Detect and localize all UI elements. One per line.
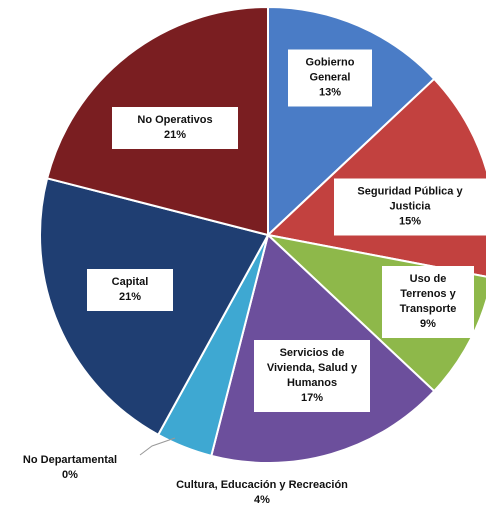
category-label: Uso de Terrenos y Transporte (399, 273, 457, 315)
category-label: Capital (111, 276, 149, 288)
category-label: Seguridad Pública y Justicia (357, 185, 463, 213)
slice-label: No Departamental 0% (0, 453, 140, 483)
category-label: Servicios de Vivienda, Salud y Humanos (266, 347, 358, 389)
slice-label: Cultura, Educación y Recreación 4% (132, 478, 392, 508)
slice-label: Uso de Terrenos y Transporte 9% (382, 266, 474, 338)
value-label: 0% (62, 469, 78, 481)
slice-label: Capital 21% (87, 269, 173, 311)
category-label: No Departamental (22, 454, 118, 466)
slice-label: Gobierno General 13% (288, 49, 372, 107)
slice-label: Servicios de Vivienda, Salud y Humanos 17… (254, 340, 370, 412)
slice-label: Seguridad Pública y Justicia 15% (334, 178, 486, 236)
category-label: Cultura, Educación y Recreación (176, 479, 348, 491)
value-label: 4% (254, 494, 270, 506)
leader-line (139, 437, 176, 456)
value-label: 15% (398, 215, 422, 228)
value-label: 17% (300, 392, 324, 404)
value-label: 21% (163, 129, 187, 141)
value-label: 21% (118, 291, 142, 303)
value-label: 13% (318, 86, 342, 99)
category-label: No Operativos (137, 114, 213, 126)
slice-label: No Operativos 21% (112, 107, 238, 149)
value-label: 9% (420, 318, 436, 330)
category-label: Gobierno General (305, 56, 355, 84)
